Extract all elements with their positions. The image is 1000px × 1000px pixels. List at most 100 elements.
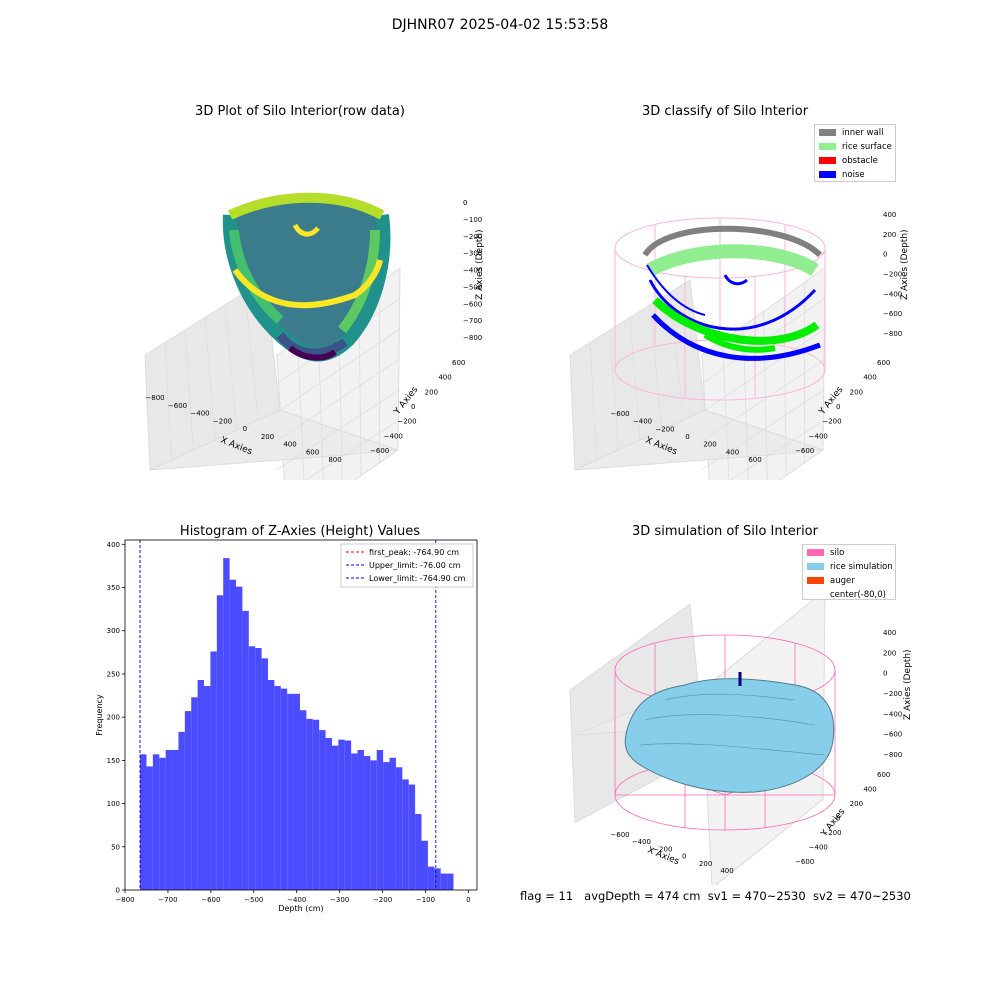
- axis-tick-label: −200: [397, 418, 416, 426]
- legend-entry: obstacle: [819, 154, 895, 167]
- axis-tick-label: −600: [370, 447, 389, 455]
- axis-tick-label: 400: [283, 441, 296, 449]
- avg-depth-text: avgDepth = 474 cm: [584, 889, 701, 903]
- histogram-bar: [159, 757, 166, 890]
- histogram-x-tick-label: −500: [244, 896, 263, 904]
- legend-label: noise: [842, 169, 865, 180]
- histogram-bar: [197, 680, 205, 890]
- histogram-bars: [140, 558, 454, 890]
- axis-tick-label: −400: [809, 432, 828, 440]
- histogram-bar: [248, 646, 256, 890]
- axis-tick-label: −300: [463, 250, 482, 258]
- axis-tick-label: 400: [863, 786, 876, 794]
- axis-tick-label: −200: [655, 425, 674, 433]
- histogram-bar: [274, 686, 281, 890]
- histogram-y-tick-label: 300: [107, 627, 120, 635]
- histogram-bar: [223, 558, 230, 890]
- figure-suptitle: DJHNR07 2025-04-02 15:53:58: [391, 17, 609, 33]
- histogram-bar: [216, 595, 224, 890]
- histogram-bar: [319, 730, 326, 890]
- axis-tick-label: 200: [883, 649, 896, 657]
- histogram-bar: [395, 767, 403, 890]
- axis-tick-label: 400: [883, 211, 896, 219]
- histogram-legend-label: first_peak: -764.90 cm: [369, 548, 459, 557]
- legend-swatch: [807, 549, 824, 556]
- histogram-x-tick-label: −800: [115, 896, 134, 904]
- histogram-bar: [306, 718, 313, 890]
- axis-tick-label: 200: [261, 433, 274, 441]
- histogram-bar: [415, 813, 422, 890]
- histogram-y-tick-label: 250: [107, 670, 120, 678]
- axis-tick-label: 400: [726, 448, 739, 456]
- axis-tick-label: 400: [863, 374, 876, 382]
- histogram-bar: [280, 688, 288, 890]
- axis-tick-label: −200: [653, 845, 672, 853]
- legend-entry: rice surface: [819, 140, 895, 153]
- legend-label: obstacle: [842, 155, 878, 166]
- histogram-bar: [242, 610, 249, 890]
- axis-tick-label: −400: [633, 418, 652, 426]
- legend-swatch: [807, 577, 824, 584]
- classify-3d-plot: X Axies Y Axies Z Axies (Depth) −600−400…: [569, 211, 910, 480]
- axis-tick-label: −600: [610, 410, 629, 418]
- histogram-bar: [184, 711, 192, 890]
- legend-label: auger: [830, 575, 855, 586]
- axis-tick-label: 200: [850, 388, 863, 396]
- histogram-title: Histogram of Z-Axies (Height) Values: [179, 524, 421, 539]
- legend-entry: auger: [807, 574, 895, 587]
- raw-3d-plot: X Axies Y Axies Z Axies (Depth) −800−600…: [144, 192, 485, 480]
- histogram-bar: [402, 779, 409, 890]
- histogram-bar: [229, 579, 237, 890]
- histogram-bar: [255, 648, 262, 890]
- raw-z-axis-label: Z Axies (Depth): [475, 229, 485, 300]
- histogram-bar: [427, 866, 435, 890]
- legend-swatch: [819, 157, 836, 164]
- simulation-3d-plot: X Axies Y Axies Z Axies (Depth) −600−400…: [569, 589, 913, 885]
- raw-plot-title: 3D Plot of Silo Interior(row data): [195, 104, 405, 119]
- legend-entry: silo: [807, 546, 895, 559]
- axis-tick-label: −600: [610, 831, 629, 839]
- simulation-z-tick-labels: 400 200 0 −200 −400 −600 −800: [883, 629, 902, 759]
- axis-tick-label: −200: [822, 418, 841, 426]
- axis-tick-label: −800: [883, 330, 902, 338]
- legend-swatch: [819, 171, 836, 178]
- legend-label: center(-80,0): [830, 589, 886, 600]
- histogram-bar: [191, 697, 198, 890]
- histogram-bar: [172, 750, 179, 890]
- histogram-y-ticks: 0 50 100 150 200 250 300 350 400: [107, 541, 125, 895]
- histogram-x-tick-label: −700: [158, 896, 177, 904]
- axis-tick-label: −400: [384, 432, 403, 440]
- axis-tick-label: −400: [463, 267, 482, 275]
- classify-z-tick-labels: 400 200 0 −200 −400 −600 −800: [883, 211, 902, 338]
- simulation-z-axis-label: Z Axies (Depth): [903, 649, 913, 720]
- histogram-x-tick-label: −400: [287, 896, 306, 904]
- histogram-y-tick-label: 350: [107, 584, 120, 592]
- classify-legend: inner wall rice surface obstacle noise: [814, 124, 896, 182]
- raw-z-tick-labels: 0 −100 −200 −300 −400 −500 −600 −700 −800: [463, 199, 482, 342]
- axis-tick-label: 200: [425, 388, 438, 396]
- flag-text: flag = 11: [520, 889, 574, 903]
- classify-x-tick-labels: −600 −400−200 0 200 400 600: [610, 410, 761, 464]
- axis-tick-label: 0: [682, 853, 686, 861]
- raw-point-cloud: [222, 192, 391, 362]
- histogram-x-tick-label: −300: [330, 896, 349, 904]
- axis-tick-label: 400: [720, 867, 733, 875]
- histogram-x-tick-label: 0: [466, 896, 470, 904]
- histogram-bar: [370, 760, 377, 890]
- legend-entry: rice simulation: [807, 560, 895, 573]
- simulation-legend: silo rice simulation auger center(-80,0): [802, 544, 896, 600]
- histogram-bar: [165, 750, 173, 890]
- axis-tick-label: 0: [411, 403, 415, 411]
- sv1-text: sv1 = 470~2530: [707, 889, 806, 903]
- histogram-bar: [152, 754, 160, 890]
- histogram-bar: [287, 693, 294, 890]
- histogram-bar: [376, 750, 384, 890]
- histogram-bar: [140, 754, 147, 890]
- legend-swatch: [807, 563, 824, 570]
- histogram-bar: [351, 753, 358, 890]
- axis-tick-label: −700: [463, 317, 482, 325]
- axis-tick-label: −600: [795, 447, 814, 455]
- histogram-legend-label: Lower_limit: -764.90 cm: [369, 574, 466, 583]
- axis-tick-label: 200: [699, 860, 712, 868]
- axis-tick-label: −800: [463, 334, 482, 342]
